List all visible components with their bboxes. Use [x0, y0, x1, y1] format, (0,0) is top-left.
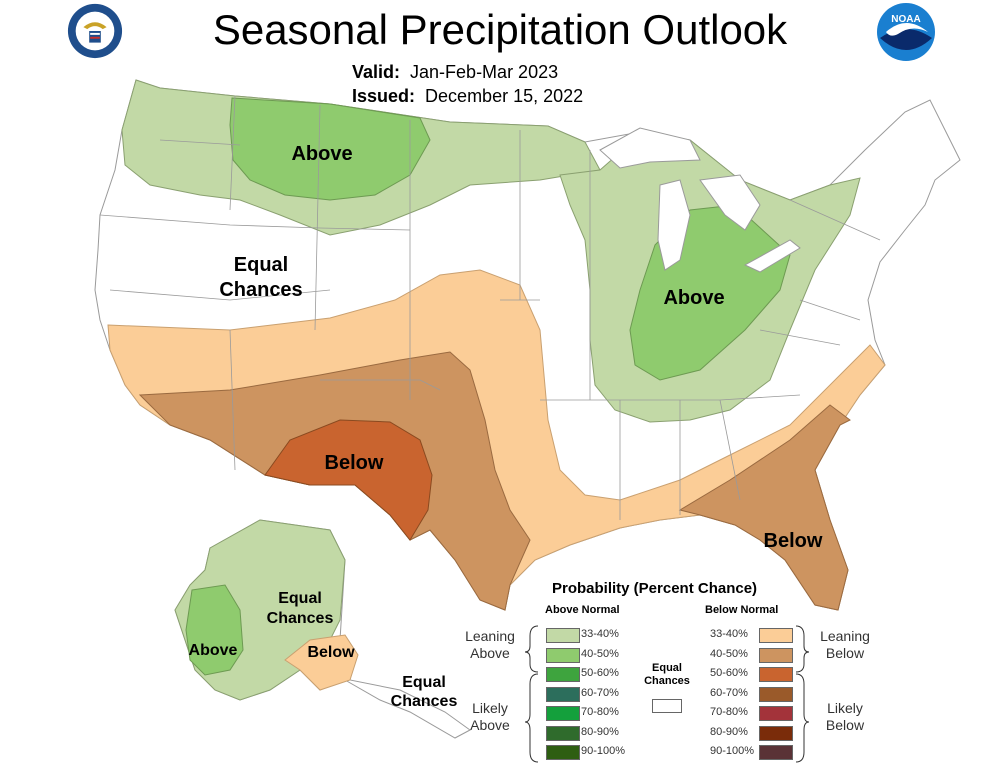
- label-ak-equal-1: Equal: [278, 590, 322, 607]
- legend-above-item-swatch: [546, 667, 580, 682]
- likely-above-line-1: Likely: [472, 700, 508, 716]
- valid-line: Valid: Jan-Feb-Mar 2023: [352, 62, 558, 83]
- legend-brace-left: [524, 625, 539, 763]
- equal-chances-line-1: Equal: [652, 662, 682, 674]
- legend-above-item-label: 50-60%: [581, 667, 619, 679]
- label-equal-west-1: Equal: [234, 254, 288, 276]
- lake-superior: [599, 127, 701, 169]
- leaning-above-line-1: Leaning: [465, 628, 515, 644]
- issued-value: December 15, 2022: [425, 86, 584, 106]
- lake-michigan: [657, 179, 691, 271]
- issued-line: Issued: December 15, 2022: [352, 86, 583, 107]
- likely-below-line-1: Likely: [827, 700, 863, 716]
- lake-huron: [699, 174, 761, 231]
- legend-above-item-swatch: [546, 628, 580, 643]
- below-core: [264, 419, 433, 541]
- label-ak-equal-se-1: Equal: [402, 674, 446, 691]
- alaska-below: [284, 634, 359, 691]
- legend-above-item-label: 40-50%: [581, 647, 619, 660]
- legend-above-item-label: 90-100%: [581, 745, 626, 757]
- below-southeast: [678, 404, 851, 611]
- legend-above-item-swatch: [546, 706, 580, 721]
- leaning-above-line-2: Above: [470, 645, 510, 661]
- legend-equal-chances: Equal Chances: [644, 662, 690, 688]
- label-equal-west-2: Chances: [219, 279, 302, 301]
- legend-above-header: Above Normal: [545, 604, 620, 616]
- legend-below-item-label: 50-60%: [710, 667, 748, 679]
- legend-above-item-swatch: [546, 725, 580, 741]
- label-ak-equal-se-2: Chances: [391, 693, 458, 710]
- legend-below-item-swatch: [759, 628, 793, 643]
- label-ak-below: Below: [307, 644, 355, 661]
- legend-leaning-above: Leaning Above: [458, 628, 522, 662]
- valid-label: Valid:: [352, 62, 401, 82]
- equal-chances-line-2: Chances: [644, 675, 690, 687]
- legend-above-item-label: 80-90%: [581, 725, 619, 738]
- legend-below-header: Below Normal: [705, 604, 779, 616]
- legend-leaning-below: Leaning Below: [812, 628, 878, 662]
- legend-below-item-swatch: [759, 667, 793, 682]
- noaa-text: NOAA: [891, 14, 920, 25]
- legend-above-item-swatch: [546, 686, 580, 702]
- issued-label: Issued:: [352, 86, 416, 106]
- legend-below-item-label: 33-40%: [710, 628, 748, 640]
- label-above-north: Above: [291, 143, 352, 165]
- label-below-southwest: Below: [325, 452, 384, 474]
- commerce-seal-icon: [67, 3, 123, 59]
- legend-below-item-label: 70-80%: [710, 706, 748, 718]
- legend-above-item-label: 33-40%: [581, 628, 619, 640]
- legend-above-item-swatch: [546, 647, 580, 663]
- page-title: Seasonal Precipitation Outlook: [212, 6, 788, 53]
- legend-below-item-swatch: [759, 706, 793, 721]
- likely-above-line-2: Above: [470, 717, 510, 733]
- leaning-below-line-2: Below: [825, 645, 865, 661]
- legend-brace-right: [795, 625, 810, 763]
- legend-above-item-label: 70-80%: [581, 706, 619, 718]
- legend-below-item-swatch: [759, 686, 793, 702]
- legend-above-item-swatch: [546, 745, 580, 760]
- leaning-below-line-1: Leaning: [820, 628, 870, 644]
- likely-below-line-2: Below: [825, 717, 865, 733]
- legend-below-item-swatch: [759, 745, 793, 760]
- legend-likely-below: Likely Below: [812, 700, 878, 734]
- legend-below-item-label: 80-90%: [710, 725, 748, 738]
- noaa-logo-icon: NOAA: [877, 3, 935, 61]
- legend-below-item-swatch: [759, 647, 793, 663]
- label-below-florida: Below: [764, 530, 823, 552]
- alaska-above-core: [185, 584, 244, 676]
- legend-below-item-label: 40-50%: [710, 647, 748, 660]
- label-ak-above: Above: [189, 642, 238, 659]
- valid-value: Jan-Feb-Mar 2023: [410, 62, 559, 82]
- label-above-midwest: Above: [663, 287, 724, 309]
- label-ak-equal-2: Chances: [267, 610, 334, 627]
- legend-below-item-label: 60-70%: [710, 686, 748, 699]
- legend-title: Probability (Percent Chance): [552, 580, 758, 597]
- legend-below-item-label: 90-100%: [710, 745, 755, 757]
- legend-below-item-swatch: [759, 725, 793, 741]
- legend-likely-above: Likely Above: [458, 700, 522, 734]
- state-boundaries: [99, 95, 881, 520]
- lake-erie: [743, 239, 801, 273]
- legend-above-item-label: 60-70%: [581, 686, 619, 699]
- equal-chances-swatch: [652, 699, 682, 713]
